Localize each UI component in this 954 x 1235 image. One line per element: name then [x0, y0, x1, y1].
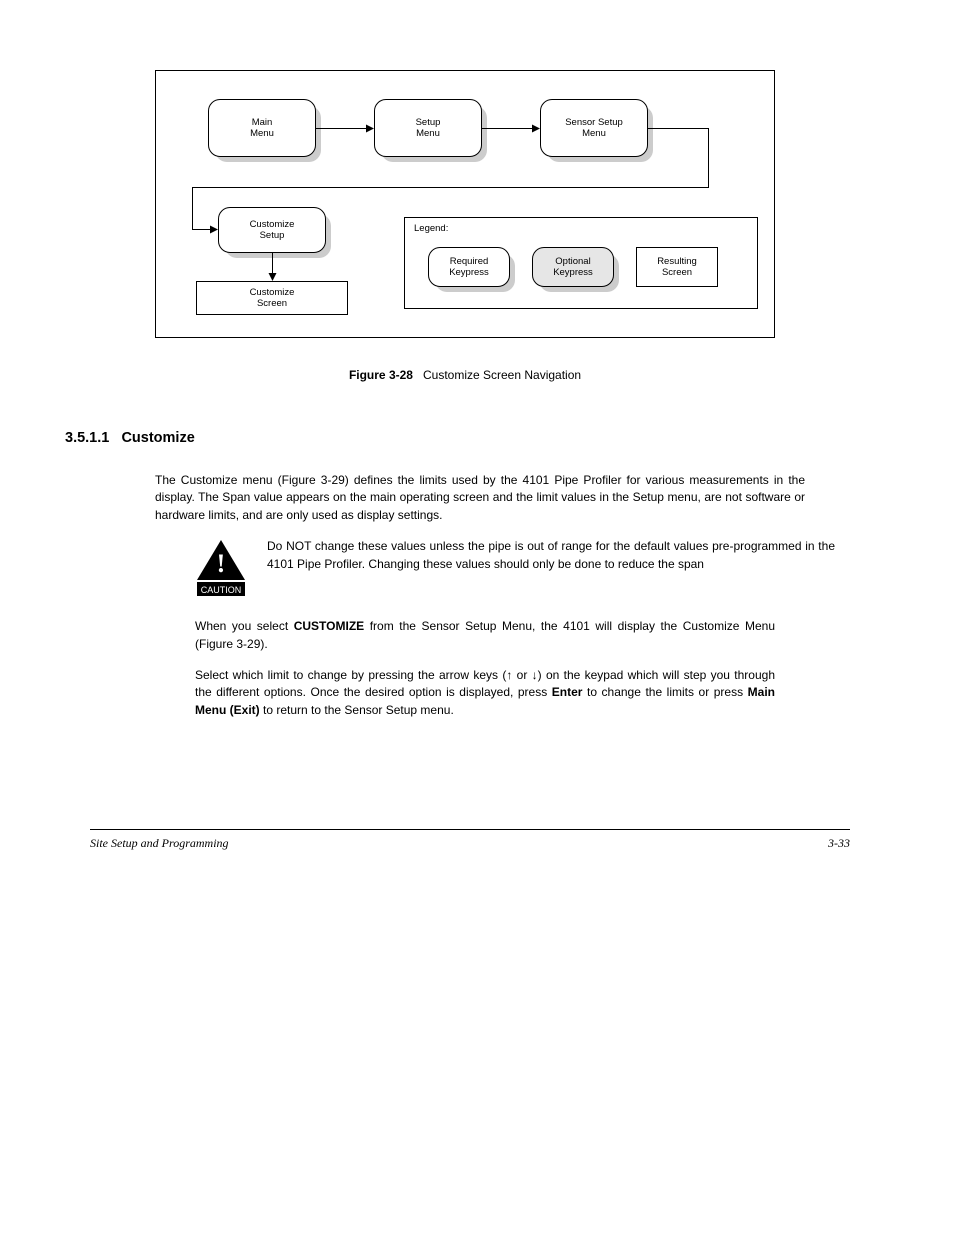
figure-title: Customize Screen Navigation	[423, 368, 581, 382]
arrowhead-icon	[269, 273, 277, 281]
node-label: Resulting	[657, 256, 697, 267]
node-label: Menu	[582, 128, 606, 139]
paragraph-2: When you select CUSTOMIZE from the Senso…	[195, 618, 775, 653]
flow-node-setup: Setup Menu	[374, 99, 482, 157]
node-label: Screen	[257, 298, 287, 309]
flow-edge	[648, 128, 708, 129]
node-label: Screen	[662, 267, 692, 278]
flow-edge	[708, 128, 709, 188]
paragraph-intro: The Customize menu (Figure 3-29) defines…	[155, 472, 805, 524]
flow-node-screen: Customize Screen	[196, 281, 348, 315]
section-title: Customize	[121, 430, 194, 446]
key-enter: Enter	[552, 685, 587, 699]
node-label: Keypress	[449, 267, 489, 278]
node-label: Setup	[416, 117, 441, 128]
node-label: Customize	[250, 219, 295, 230]
flow-edge	[192, 187, 193, 229]
node-label: Required	[450, 256, 489, 267]
footer-right: 3-33	[828, 836, 850, 851]
svg-text:!: !	[217, 549, 226, 578]
node-label: Customize	[250, 287, 295, 298]
legend-optional: Optional Keypress	[532, 247, 614, 287]
warning-block: ! CAUTION Do NOT change these values unl…	[155, 538, 835, 598]
node-label: Menu	[416, 128, 440, 139]
arrowhead-icon	[366, 125, 374, 133]
flow-node-sensor: Sensor Setup Menu	[540, 99, 648, 157]
arrowhead-icon	[210, 226, 218, 234]
legend-required: Required Keypress	[428, 247, 510, 287]
footer-left: Site Setup and Programming	[90, 836, 229, 851]
node-label: Menu	[250, 128, 274, 139]
node-label: Keypress	[553, 267, 593, 278]
node-label: Setup	[260, 230, 285, 241]
flow-edge	[482, 128, 532, 129]
flow-edge	[316, 128, 366, 129]
section-heading: 3.5.1.1 Customize	[65, 430, 864, 446]
node-label: Main	[252, 117, 273, 128]
flow-edge	[192, 229, 210, 230]
legend-title: Legend:	[414, 223, 448, 234]
flow-node-main: Main Menu	[208, 99, 316, 157]
node-label: Sensor Setup	[565, 117, 623, 128]
flow-edge	[192, 187, 709, 188]
figure-caption: Figure 3-28 Customize Screen Navigation	[155, 368, 775, 382]
warning-text: Do NOT change these values unless the pi…	[267, 538, 835, 573]
warning-icon: ! CAUTION	[195, 538, 247, 598]
flow-node-customize: Customize Setup	[218, 207, 326, 253]
paragraph-3: Select which limit to change by pressing…	[195, 667, 775, 719]
figure-number: Figure 3-28	[349, 368, 413, 382]
page-footer: Site Setup and Programming 3-33	[90, 829, 850, 851]
arrowhead-icon	[532, 125, 540, 133]
legend-resulting: Resulting Screen	[636, 247, 718, 287]
flowchart-diagram: Main Menu Setup Menu Sensor Setup Menu C…	[155, 70, 775, 338]
node-label: Optional	[555, 256, 590, 267]
key-label-customize: CUSTOMIZE	[294, 619, 364, 633]
flow-edge	[272, 253, 273, 273]
svg-text:CAUTION: CAUTION	[201, 585, 242, 595]
section-number: 3.5.1.1	[65, 430, 109, 446]
